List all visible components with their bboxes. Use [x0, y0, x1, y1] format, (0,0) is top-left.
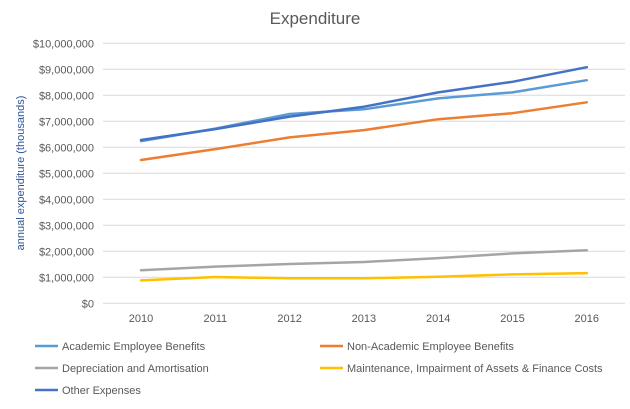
y-tick-label: $7,000,000 — [39, 116, 94, 128]
y-tick-label: $3,000,000 — [39, 220, 94, 232]
y-tick-label: $10,000,000 — [33, 38, 94, 50]
x-tick-label: 2010 — [129, 313, 153, 325]
y-tick-label: $9,000,000 — [39, 64, 94, 76]
y-tick-label: $0 — [82, 298, 94, 310]
y-tick-label: $2,000,000 — [39, 246, 94, 258]
legend-label: Non-Academic Employee Benefits — [347, 341, 514, 353]
legend-label: Maintenance, Impairment of Assets & Fina… — [347, 363, 603, 375]
legend-item: Depreciation and Amortisation — [35, 363, 209, 375]
chart-title: Expenditure — [270, 9, 361, 28]
x-tick-label: 2014 — [426, 313, 450, 325]
y-tick-label: $4,000,000 — [39, 194, 94, 206]
y-axis-label: annual expenditure (thousands) — [15, 96, 27, 251]
series-line — [139, 249, 589, 272]
legend-item: Academic Employee Benefits — [35, 341, 206, 353]
x-tick-label: 2013 — [352, 313, 376, 325]
y-tick-label: $1,000,000 — [39, 272, 94, 284]
legend-label: Other Expenses — [62, 385, 141, 397]
y-tick-label: $5,000,000 — [39, 168, 94, 180]
x-tick-label: 2015 — [500, 313, 524, 325]
legend-item: Maintenance, Impairment of Assets & Fina… — [320, 363, 603, 375]
x-tick-label: 2016 — [575, 313, 599, 325]
series-line — [139, 65, 589, 142]
y-tick-label: $8,000,000 — [39, 90, 94, 102]
y-tick-label: $6,000,000 — [39, 142, 94, 154]
legend-item: Other Expenses — [35, 385, 141, 397]
x-tick-label: 2011 — [203, 313, 227, 325]
legend-label: Academic Employee Benefits — [62, 341, 206, 353]
legend-label: Depreciation and Amortisation — [62, 363, 209, 375]
series-line — [139, 101, 589, 162]
series-line — [139, 271, 589, 282]
legend-item: Non-Academic Employee Benefits — [320, 341, 514, 353]
series-line — [139, 78, 589, 143]
x-tick-label: 2012 — [277, 313, 301, 325]
